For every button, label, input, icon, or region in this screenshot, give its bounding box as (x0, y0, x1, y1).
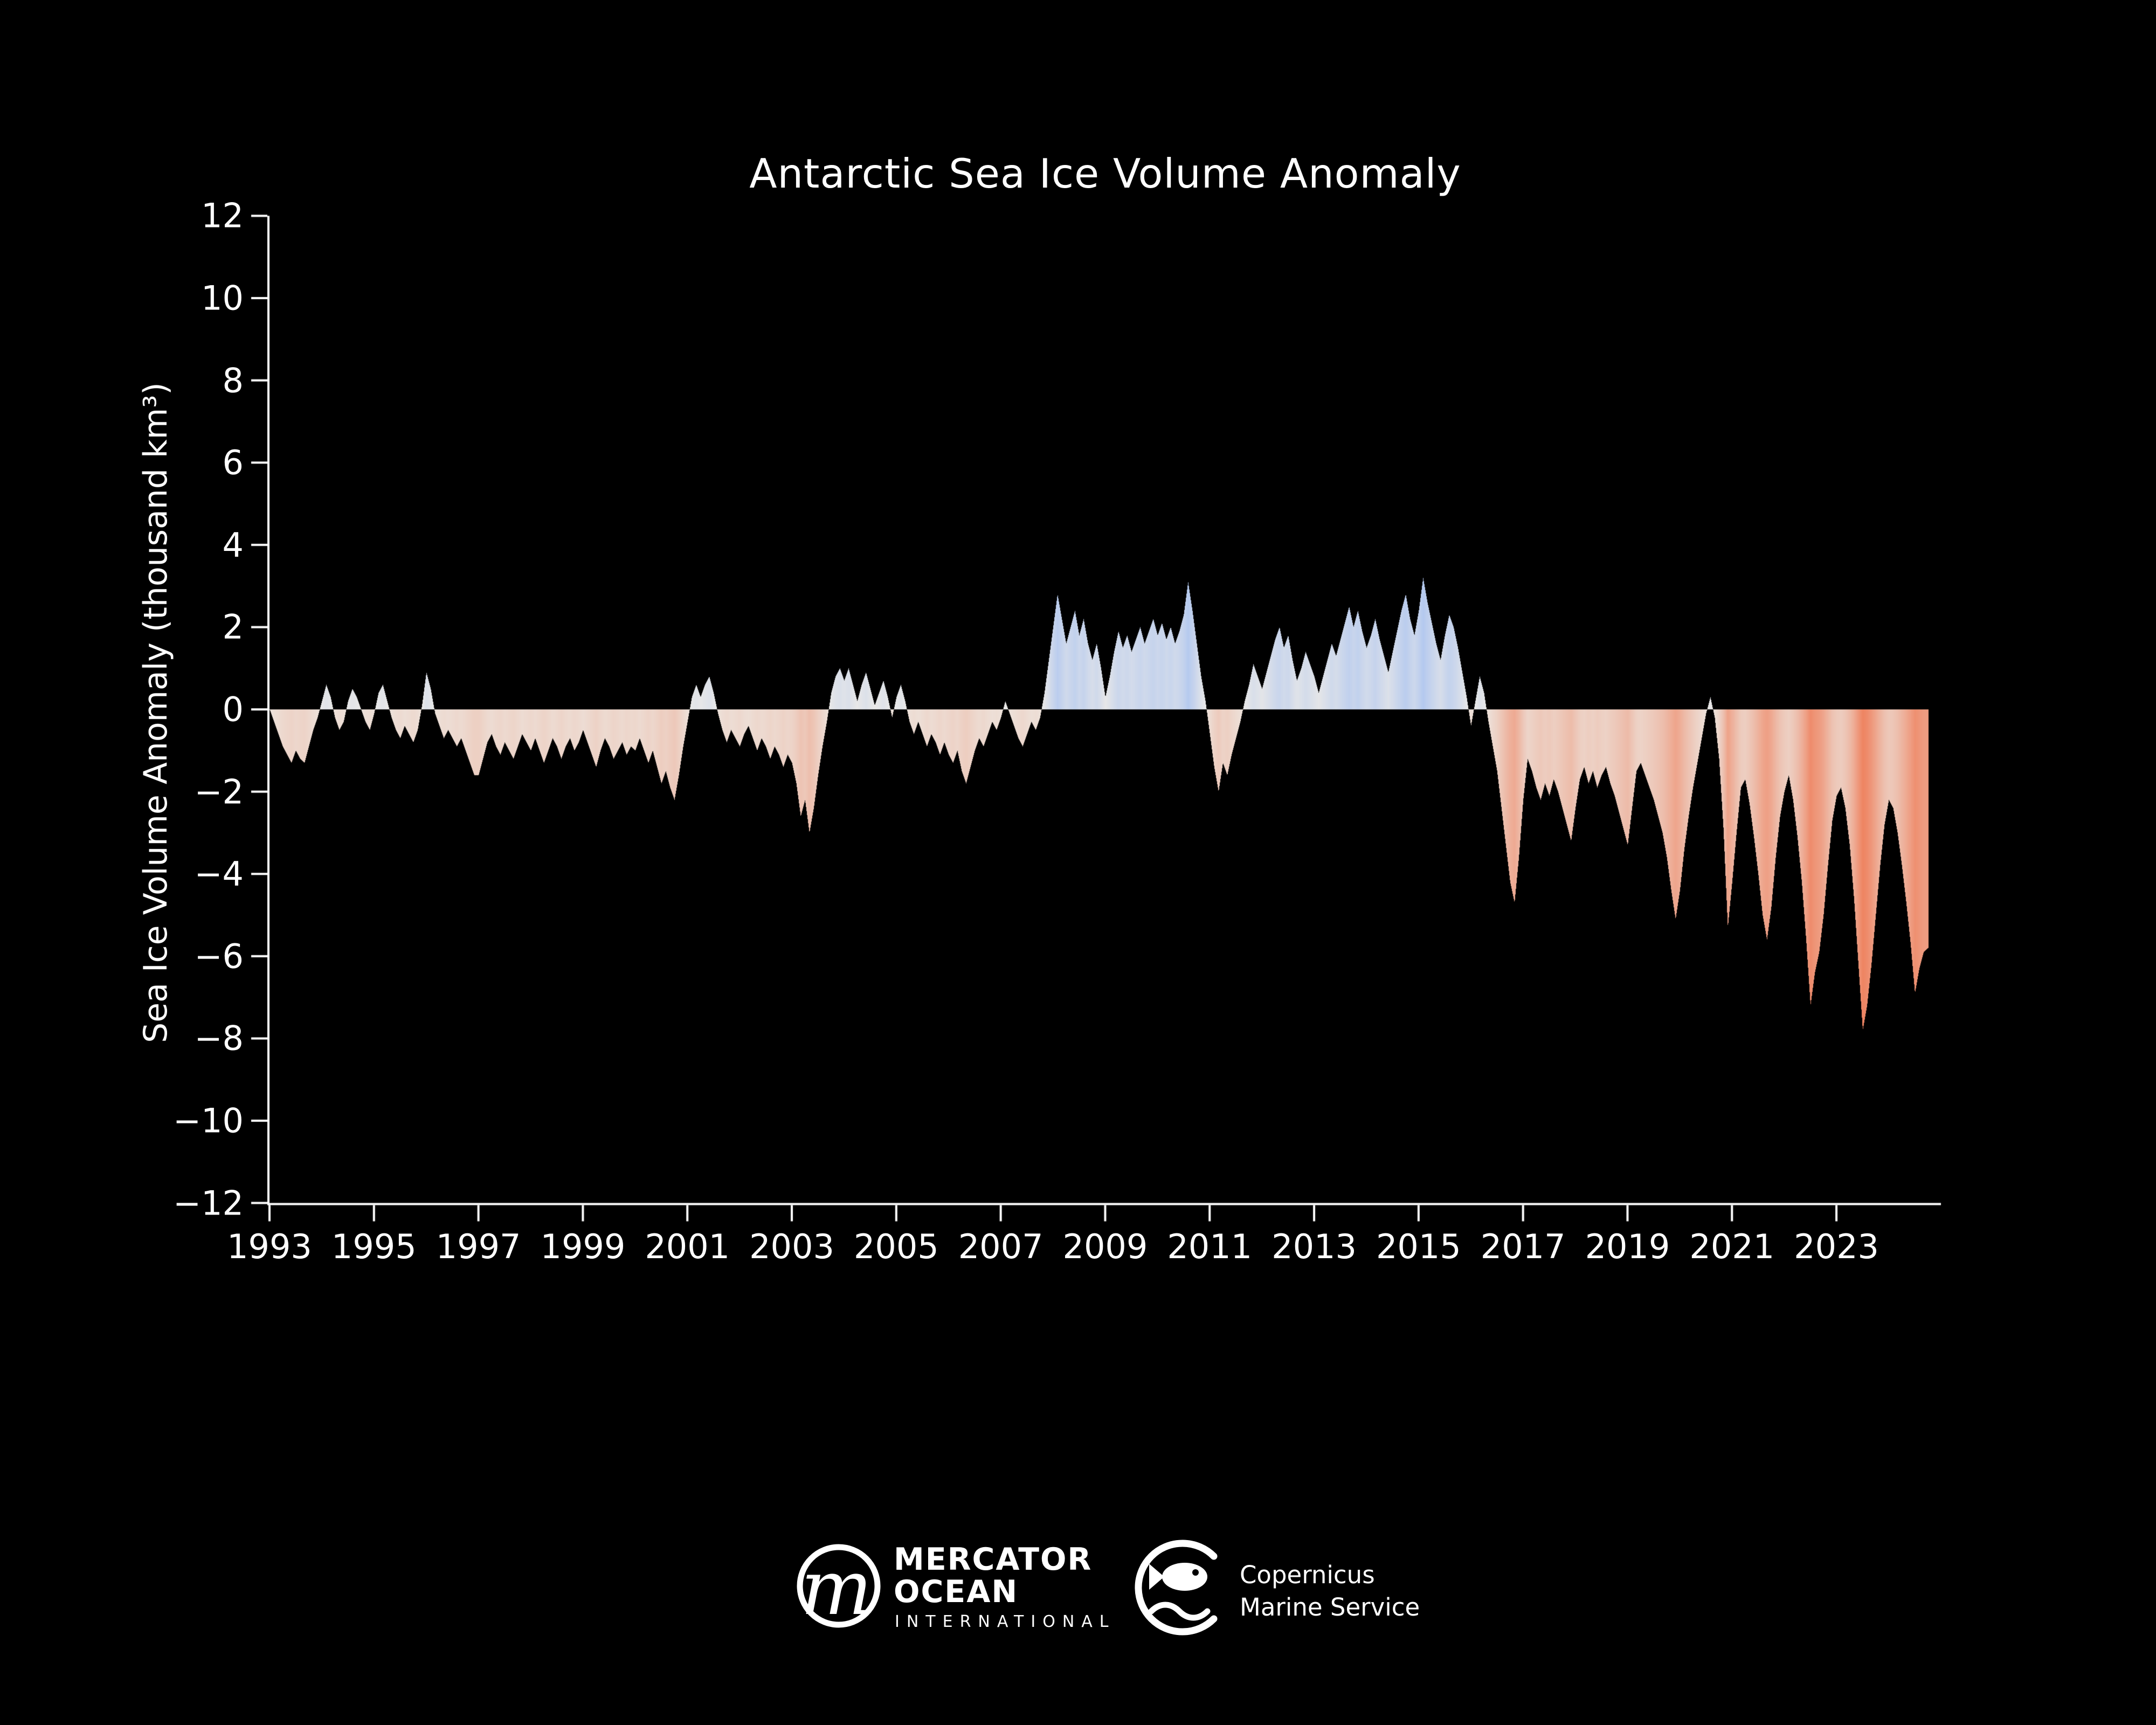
x-tick-label: 2003 (749, 1226, 834, 1266)
x-tick-label: 2005 (853, 1226, 939, 1266)
mercator-ocean-logo: m (797, 1540, 1218, 1636)
x-tick-label: 2011 (1167, 1226, 1253, 1266)
x-tick-label: 1997 (436, 1226, 521, 1266)
chart-title: Antarctic Sea Ice Volume Anomaly (749, 150, 1461, 197)
y-tick-label: 0 (222, 689, 244, 729)
y-tick-label: −4 (194, 854, 244, 894)
mercator-wordmark-line2: OCEAN (894, 1574, 1019, 1610)
y-tick-label: −6 (194, 936, 244, 976)
y-tick-label: 8 (222, 361, 244, 401)
y-tick-label: 2 (222, 607, 244, 647)
copernicus-wordmark-line2: Marine Service (1240, 1593, 1420, 1622)
x-tick-label: 2007 (958, 1226, 1044, 1266)
x-tick-label: 2019 (1585, 1226, 1670, 1266)
mercator-wordmark-line3: INTERNATIONAL (895, 1612, 1116, 1631)
y-tick-label: −12 (173, 1183, 244, 1223)
y-tick-label: 6 (222, 443, 244, 482)
y-tick-label: 10 (201, 278, 244, 318)
x-tick-label: 1999 (540, 1226, 626, 1266)
x-tick-label: 2017 (1480, 1226, 1566, 1266)
y-tick-label: 4 (222, 525, 244, 565)
x-tick-label: 2023 (1794, 1226, 1879, 1266)
mercator-circle-icon (797, 1544, 881, 1628)
y-tick-label: −8 (194, 1018, 244, 1058)
copernicus-marine-icon (1135, 1540, 1218, 1636)
y-tick-label: 12 (201, 196, 244, 236)
x-tick-label: 2013 (1272, 1226, 1357, 1266)
x-tick-label: 2009 (1062, 1226, 1148, 1266)
x-tick-label: 1995 (331, 1226, 417, 1266)
x-tick-label: 2021 (1689, 1226, 1775, 1266)
y-tick-label: −2 (194, 772, 244, 812)
x-tick-label: 1993 (227, 1226, 312, 1266)
mercator-monogram-icon: m (801, 1544, 873, 1632)
mercator-wordmark-line1: MERCATOR (894, 1542, 1093, 1577)
y-tick-label: −10 (173, 1101, 244, 1141)
copernicus-wordmark-line1: Copernicus (1240, 1561, 1375, 1589)
x-tick-label: 2001 (645, 1226, 730, 1266)
x-tick-label: 2015 (1376, 1226, 1461, 1266)
